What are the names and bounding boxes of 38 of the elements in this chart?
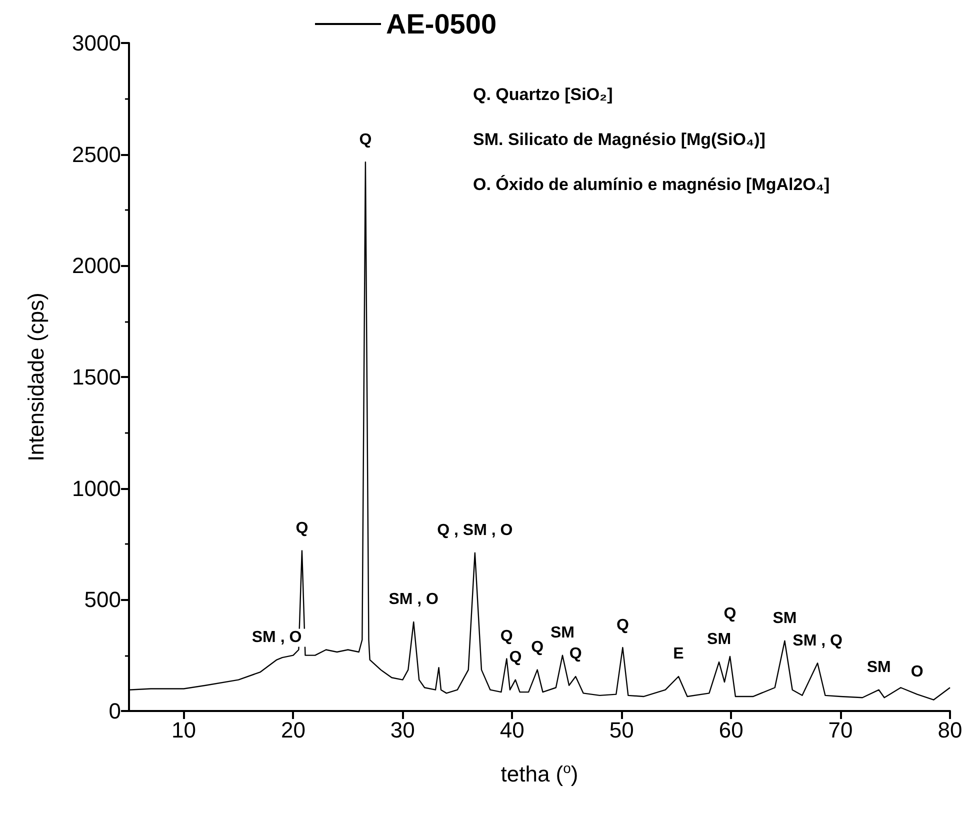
y-axis-title: Intensidade (cps) <box>24 292 48 462</box>
x-tick-label: 70 <box>828 718 853 742</box>
annotation: SM <box>772 610 797 628</box>
y-tick-label: 2000 <box>72 253 121 278</box>
x-tick-label: 20 <box>280 718 306 742</box>
annotation: Q <box>724 606 736 623</box>
annotation: SM <box>550 624 574 642</box>
annotation: Q , SM , O <box>437 522 513 540</box>
annotation: O <box>910 664 924 681</box>
y-tick-label: 2500 <box>72 142 121 167</box>
annotation: SM , Q <box>792 632 842 650</box>
x-tick-label: 80 <box>938 718 962 742</box>
x-tick-label: 50 <box>609 718 634 742</box>
x-tick-label: 30 <box>390 718 415 742</box>
annotation: Q <box>500 628 513 645</box>
annotation: E <box>673 646 684 663</box>
y-tick-label: 1500 <box>72 364 121 390</box>
legend-label: AE-0500 <box>386 8 497 40</box>
x-tick-label: 60 <box>718 718 744 742</box>
annotation: SM , O <box>252 629 302 646</box>
annotation: Q <box>509 649 522 666</box>
annotation: Q <box>296 520 308 537</box>
annotation: Q. Quartzo [SiO₂] <box>473 85 613 104</box>
y-tick-label: 1000 <box>72 476 121 501</box>
y-tick-label: 500 <box>84 587 121 612</box>
y-tick-label: 3000 <box>72 30 121 56</box>
annotation: SM <box>866 659 891 676</box>
annotation: O. Óxido de alumínio e magnésio [MgAl2O₄] <box>473 174 830 194</box>
annotation: Q <box>531 639 544 656</box>
annotation: Q <box>569 646 582 663</box>
annotation: Q <box>616 616 629 634</box>
x-tick-label: 40 <box>500 718 524 742</box>
y-tick-label: 0 <box>108 698 121 724</box>
annotation: SM <box>707 631 732 648</box>
x-tick-label: 10 <box>171 718 196 742</box>
annotation: Q <box>359 131 372 148</box>
annotation: SM , O <box>388 591 439 608</box>
annotation: SM. Silicato de Magnésio [Mg(SiO₄)] <box>473 130 766 149</box>
